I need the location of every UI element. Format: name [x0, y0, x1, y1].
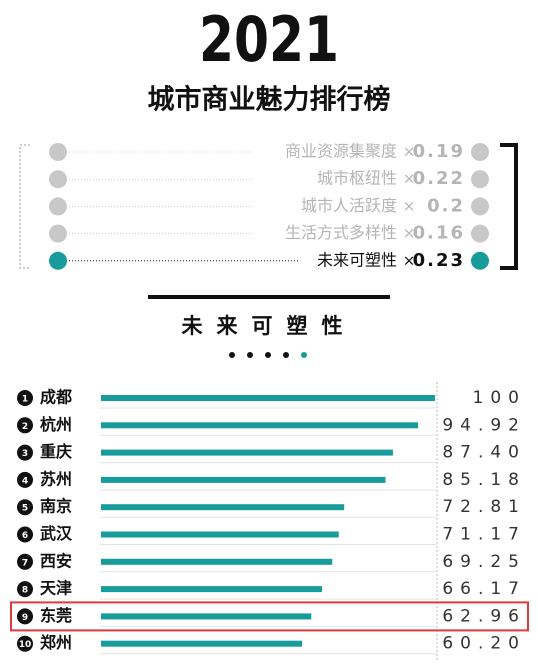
legend-marker	[49, 224, 67, 243]
rank-badge	[17, 635, 33, 652]
legend-name: 城市枢纽性	[317, 169, 397, 188]
rank-badge	[17, 417, 33, 434]
value-label: 85.18	[442, 470, 526, 490]
legend-marker	[471, 197, 489, 216]
bar	[101, 504, 345, 511]
bar	[101, 422, 419, 429]
page-dots	[229, 352, 307, 358]
legend-name: 未来可塑性	[317, 250, 397, 269]
legend-weight: 0.2	[427, 195, 465, 216]
legend-weight: 0.23	[413, 250, 465, 271]
rank-number: 4	[22, 476, 28, 486]
city-name: 西安	[40, 551, 72, 570]
rank-badge	[17, 526, 33, 543]
legend-bracket-right	[500, 143, 518, 270]
legend-operator: ×	[403, 170, 416, 188]
city-name: 重庆	[40, 442, 72, 461]
value-label: 62.96	[442, 606, 526, 626]
legend-operator: ×	[403, 143, 416, 161]
rank-number: 8	[22, 586, 28, 596]
legend-operator: ×	[403, 197, 416, 215]
value-label: 72.81	[442, 497, 526, 517]
rank-badge	[17, 581, 33, 598]
value-label: 87.40	[442, 443, 526, 463]
rank-badge	[17, 444, 33, 461]
legend-marker	[49, 197, 67, 216]
legend-name: 城市人活跃度	[301, 196, 397, 215]
rank-number: 6	[22, 531, 28, 541]
legend-operator: ×	[403, 224, 416, 242]
legend-weight: 0.22	[413, 168, 465, 189]
bar	[101, 476, 386, 483]
city-name: 郑州	[40, 633, 72, 652]
city-name: 苏州	[40, 469, 72, 488]
rank-number: 7	[22, 558, 28, 568]
value-label: 100	[473, 388, 526, 408]
rank-badge	[17, 608, 33, 625]
value-label: 71.17	[442, 525, 526, 545]
dot	[229, 352, 235, 358]
rank-number: 5	[22, 504, 28, 514]
legend-bracket-left	[19, 144, 30, 269]
legend-marker	[49, 251, 67, 270]
year: 2021	[199, 3, 339, 76]
dot	[301, 352, 307, 358]
legend-marker	[49, 170, 67, 189]
city-name: 杭州	[40, 415, 72, 434]
legend-marker	[471, 251, 489, 270]
bar	[101, 449, 393, 456]
rank-number: 2	[22, 422, 28, 432]
legend-marker	[471, 170, 489, 189]
rank-number: 3	[22, 449, 28, 459]
legend-operator: ×	[403, 251, 416, 269]
legend-name: 商业资源集聚度	[285, 142, 397, 161]
legend-weight: 0.16	[413, 223, 465, 244]
legend-weight: 0.19	[413, 141, 465, 162]
value-label: 69.25	[442, 552, 526, 572]
bar	[101, 640, 303, 647]
bar	[101, 531, 339, 538]
rank-number: 1	[22, 395, 28, 405]
highlight-box	[10, 601, 529, 632]
city-name: 武汉	[40, 524, 73, 543]
rank-badge	[17, 390, 33, 406]
bar	[101, 558, 333, 565]
value-label: 60.20	[442, 634, 526, 654]
rank-badge	[17, 553, 33, 570]
rank-number: 10	[19, 640, 32, 650]
bar	[101, 586, 323, 593]
legend-name: 生活方式多样性	[285, 223, 397, 242]
section-title: 未来可塑性	[182, 314, 357, 338]
page-title: 城市商业魅力排行榜	[148, 84, 391, 116]
city-name: 南京	[40, 497, 72, 516]
bar	[101, 395, 435, 401]
city-name: 东莞	[40, 606, 72, 625]
city-name: 天津	[40, 579, 72, 598]
dot	[283, 352, 289, 358]
legend-marker	[49, 143, 67, 161]
value-label: 94.92	[442, 415, 526, 435]
value-label: 66.17	[442, 579, 526, 599]
rank-badge	[17, 499, 33, 516]
legend-marker	[471, 224, 489, 243]
rank-number: 9	[22, 613, 28, 623]
bar	[101, 613, 312, 620]
legend-marker	[471, 143, 489, 161]
dot	[265, 352, 271, 358]
dot	[247, 352, 253, 358]
rank-badge	[17, 471, 33, 488]
city-name: 成都	[40, 388, 72, 407]
